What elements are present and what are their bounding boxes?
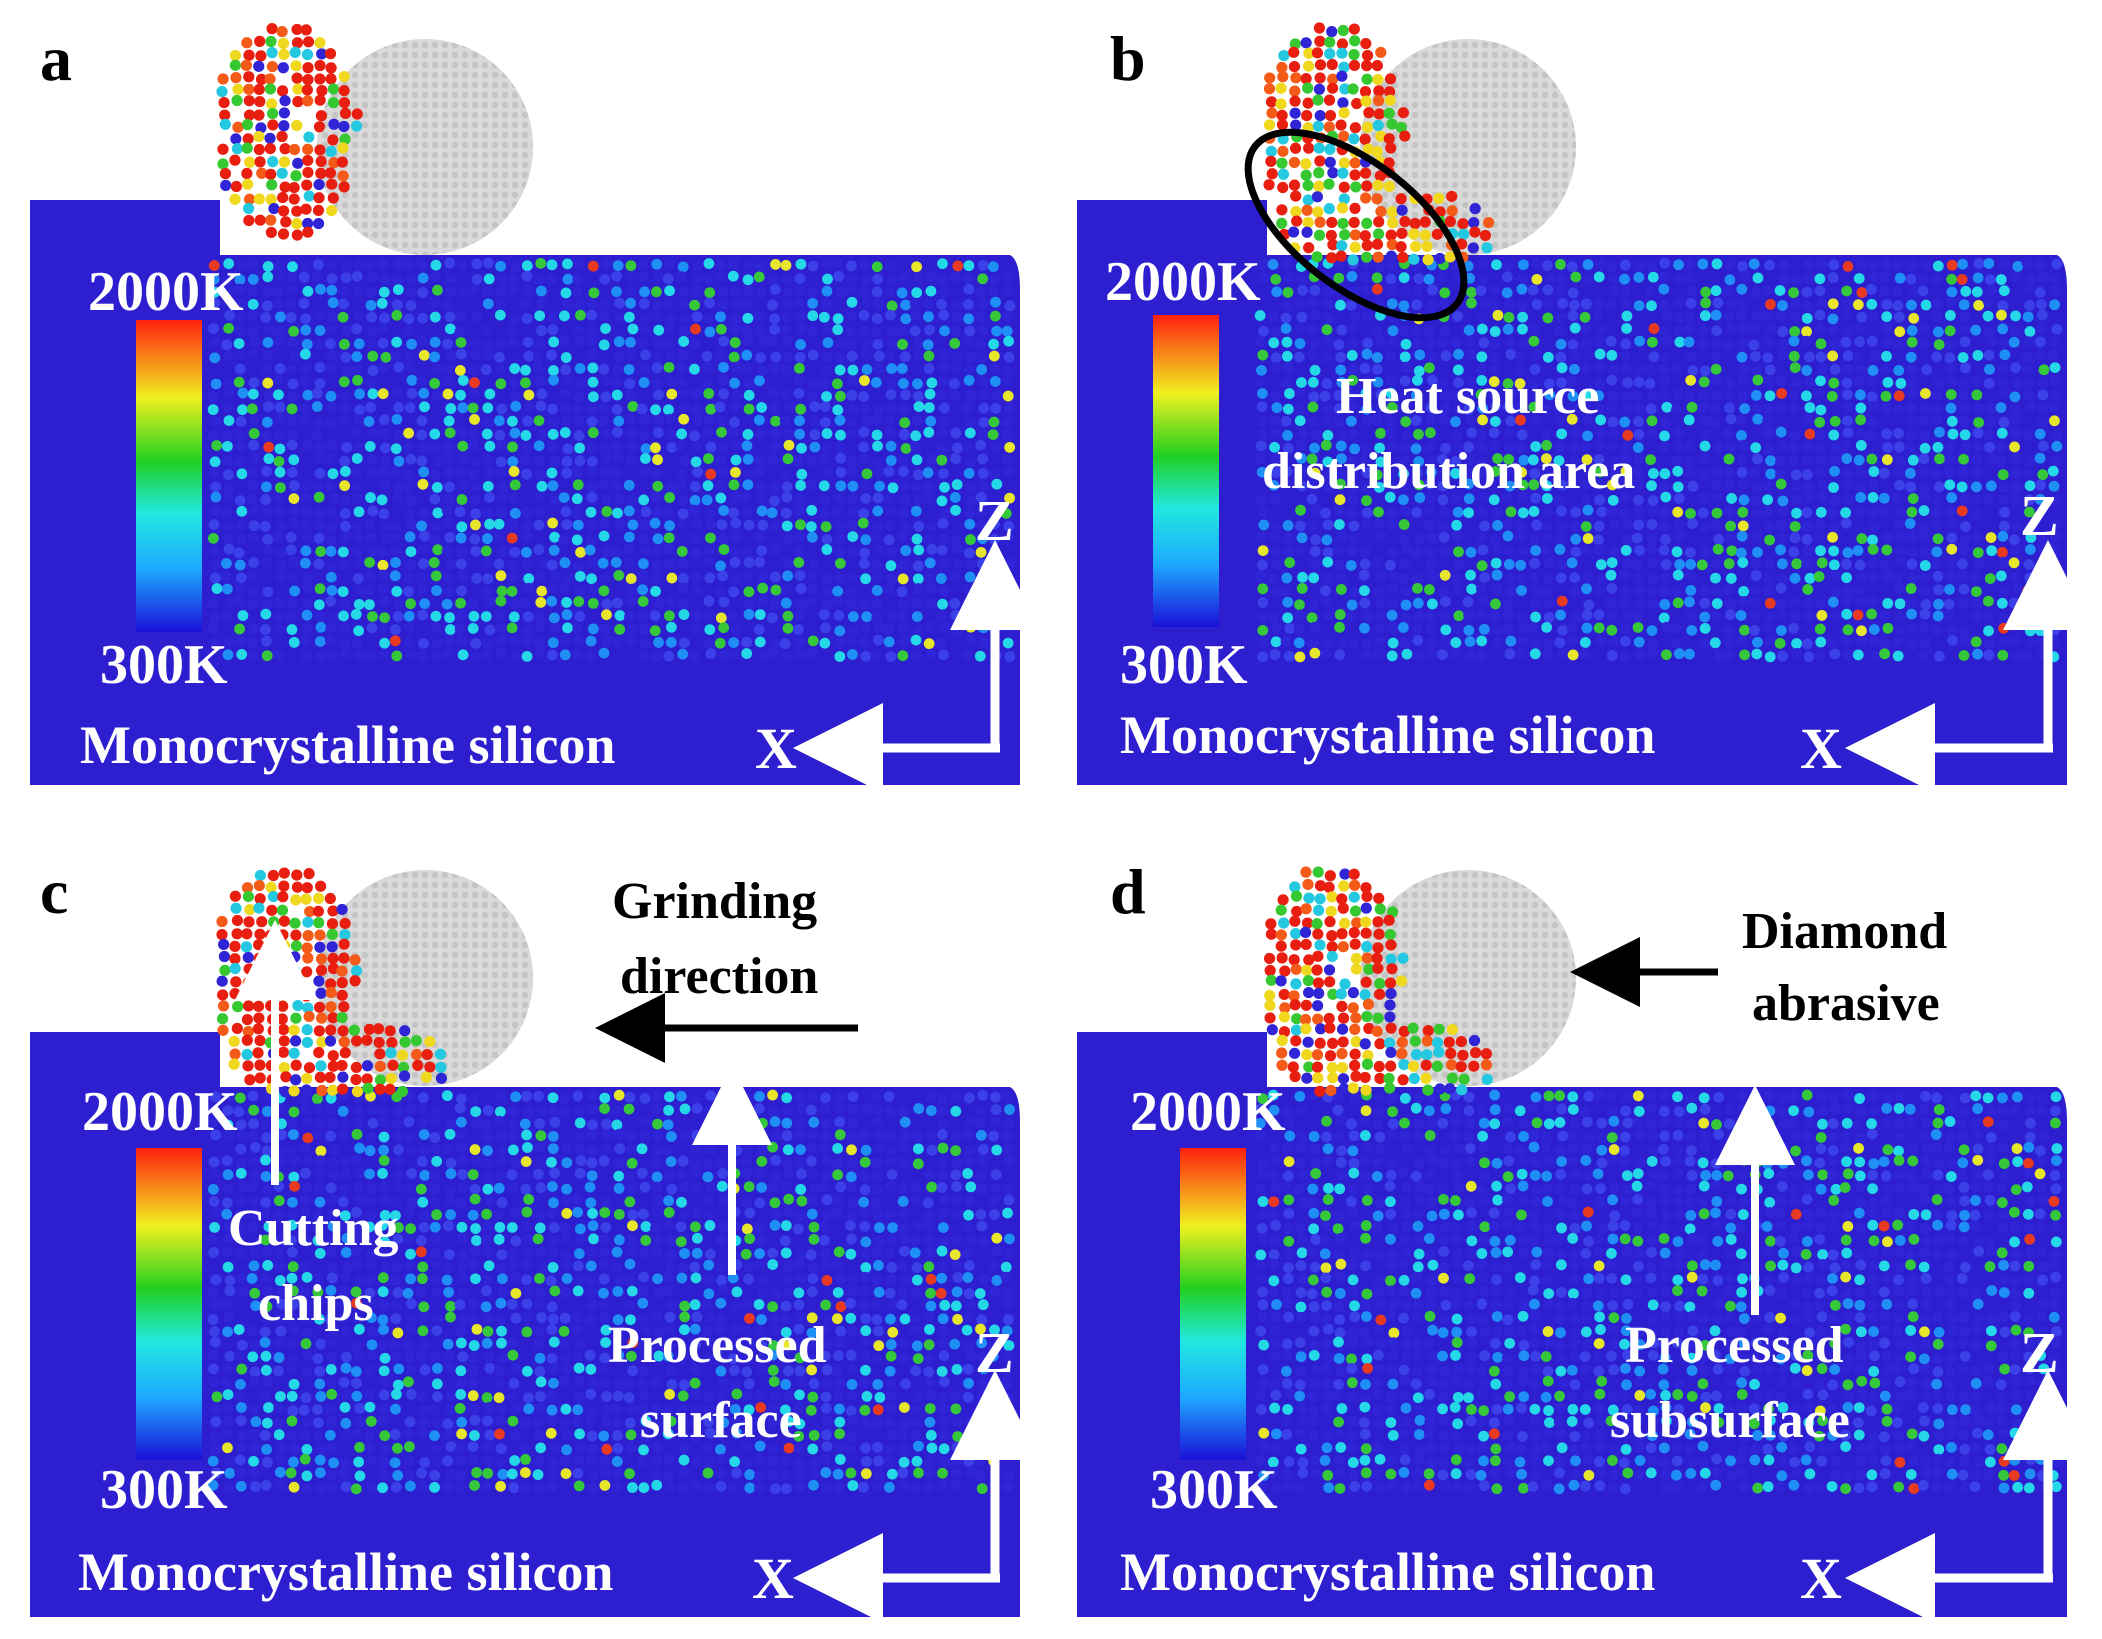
material-label-d: Monocrystalline silicon [1120, 1542, 1655, 1602]
temperature-colorbar-d [1180, 1148, 1246, 1460]
panel-letter-c: c [40, 856, 68, 927]
substrate-atoms-d [1077, 1032, 2067, 1617]
z-axis-label-d: Z [2020, 1320, 2059, 1385]
panel-c: c 2000K 300K Grinding direction Cutting … [30, 856, 1040, 1623]
x-axis-label-d: X [1800, 1546, 1842, 1611]
substrate-atoms-a [30, 200, 1020, 785]
panel-d: d 2000K 300K Diamond abrasive Processed … [1077, 856, 2093, 1623]
panel-letter-b: b [1110, 23, 1146, 94]
cutting-chip-a [216, 23, 363, 241]
temperature-colorbar-a [136, 320, 202, 632]
diamond-abrasive-label-line1: Diamond [1742, 903, 1947, 960]
material-label-a: Monocrystalline silicon [80, 715, 615, 775]
panel-b: b 2000K 300K Heat source distribution ar… [1077, 22, 2093, 793]
material-label-c: Monocrystalline silicon [78, 1542, 613, 1602]
diamond-abrasive-a [317, 39, 533, 255]
colorbar-max-label-b: 2000K [1105, 251, 1261, 313]
substrate-atoms-b [1077, 200, 2067, 785]
processed-subsurface-label-line1: Processed [1625, 1317, 1844, 1374]
cutting-chips-label-line1: Cutting [228, 1200, 398, 1257]
colorbar-min-label-c: 300K [100, 1459, 228, 1521]
temperature-colorbar-c [136, 1148, 202, 1460]
x-axis-label-c: X [752, 1546, 794, 1611]
panel-a: a 2000K 300K Monocrystalline silicon Z X [30, 23, 1040, 793]
cutting-chip-b [1263, 22, 1495, 266]
heat-source-label-line1: Heat source [1336, 368, 1599, 425]
cutting-chip-d [1263, 866, 1493, 1097]
cutting-chips-label-line2: chips [258, 1275, 374, 1332]
panel-letter-a: a [40, 23, 72, 94]
material-label-b: Monocrystalline silicon [1120, 705, 1655, 765]
colorbar-max-label-a: 2000K [88, 261, 244, 323]
processed-surface-label-line2: surface [640, 1392, 802, 1449]
heat-source-ellipse [1244, 128, 1468, 322]
colorbar-max-label-d: 2000K [1130, 1081, 1286, 1143]
heat-source-label-line2: distribution area [1262, 443, 1635, 500]
colorbar-min-label-d: 300K [1150, 1459, 1278, 1521]
x-axis-label-b: X [1800, 716, 1842, 781]
grinding-direction-label-line2: direction [620, 948, 818, 1005]
colorbar-min-label-b: 300K [1120, 634, 1248, 696]
z-axis-label-a: Z [975, 488, 1014, 553]
z-axis-label-b: Z [2020, 483, 2059, 548]
colorbar-max-label-c: 2000K [82, 1081, 238, 1143]
grinding-direction-label-line1: Grinding [612, 873, 817, 930]
diamond-abrasive-label-line2: abrasive [1752, 975, 1940, 1032]
processed-subsurface-label-line2: subsurface [1610, 1392, 1850, 1449]
panel-letter-d: d [1110, 856, 1146, 927]
temperature-colorbar-b [1153, 315, 1219, 627]
x-axis-label-a: X [755, 716, 797, 781]
z-axis-label-c: Z [975, 1320, 1014, 1385]
processed-surface-label-line1: Processed [608, 1317, 827, 1374]
colorbar-min-label-a: 300K [100, 634, 228, 696]
